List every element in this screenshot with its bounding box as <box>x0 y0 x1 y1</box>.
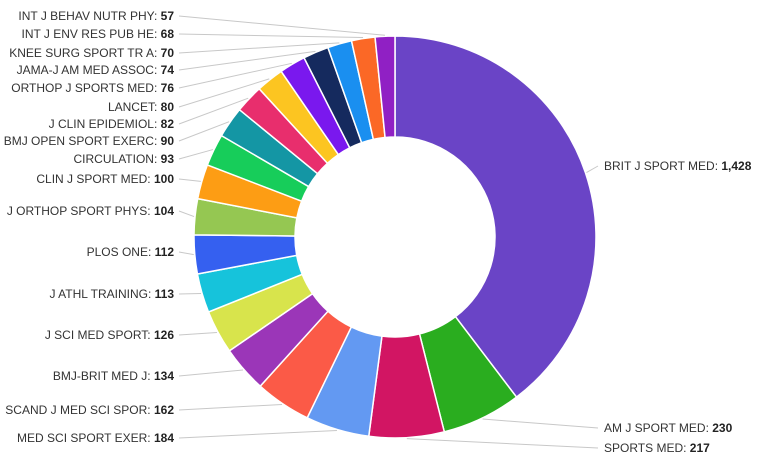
leader-line-int-j-env-res-pub-he <box>178 33 364 39</box>
leader-line-j-sci-med-sport <box>178 331 218 336</box>
label-category: BRIT J SPORT MED: <box>604 159 721 173</box>
label-plos-one: PLOS ONE: 112 <box>87 245 175 259</box>
label-sports-med: SPORTS MED: 217 <box>604 441 710 455</box>
leader-line-bmj-brit-med-j <box>178 369 244 377</box>
label-value: 112 <box>155 245 175 259</box>
label-value: 57 <box>161 9 175 23</box>
label-jama-j-am-med-assoc: JAMA-J AM MED ASSOC: 74 <box>17 63 175 77</box>
label-category: INT J ENV RES PUB HE: <box>21 27 160 41</box>
leader-line-int-j-behav-nutr-phy <box>178 15 386 36</box>
leader-line-j-clin-epidemiol <box>178 97 249 125</box>
leader-line-scand-j-med-sci-spor <box>178 403 283 411</box>
label-med-sci-sport-exer: MED SCI SPORT EXER: 184 <box>17 431 174 445</box>
leader-line-med-sci-sport-exer <box>178 429 337 439</box>
label-value: 82 <box>161 117 175 131</box>
label-value: 162 <box>154 403 174 417</box>
label-category: CLIN J SPORT MED: <box>36 172 154 186</box>
label-category: SCAND J MED SCI SPOR: <box>5 403 154 417</box>
leader-line-plos-one <box>178 251 194 256</box>
label-category: JAMA-J AM MED ASSOC: <box>17 63 161 77</box>
label-category: LANCET: <box>108 100 161 114</box>
leader-line-am-j-sport-med <box>482 418 599 429</box>
label-category: PLOS ONE: <box>87 245 155 259</box>
label-value: 100 <box>154 172 174 186</box>
label-category: KNEE SURG SPORT TR A: <box>9 46 160 60</box>
label-circulation: CIRCULATION: 93 <box>74 152 175 166</box>
label-value: 217 <box>690 441 710 455</box>
label-value: 76 <box>161 81 175 95</box>
label-value: 184 <box>154 431 174 445</box>
label-category: J ORTHOP SPORT PHYS: <box>7 204 154 218</box>
label-value: 80 <box>161 100 175 114</box>
label-category: ORTHOP J SPORTS MED: <box>11 81 160 95</box>
leader-line-orthop-j-sports-med <box>178 62 292 89</box>
leader-line-clin-j-sport-med <box>178 178 201 182</box>
leader-line-knee-surg-sport-tr-a <box>178 42 340 54</box>
label-category: SPORTS MED: <box>604 441 690 455</box>
label-value: 68 <box>161 27 175 41</box>
label-j-sci-med-sport: J SCI MED SPORT: 126 <box>45 328 174 342</box>
label-category: J SCI MED SPORT: <box>45 328 154 342</box>
leader-line-circulation <box>178 149 214 160</box>
slice-int-j-behav-nutr-phy[interactable] <box>374 35 396 139</box>
label-category: J ATHL TRAINING: <box>50 287 155 301</box>
label-value: 70 <box>161 46 175 60</box>
label-int-j-behav-nutr-phy: INT J BEHAV NUTR PHY: 57 <box>18 9 174 23</box>
label-clin-j-sport-med: CLIN J SPORT MED: 100 <box>36 172 174 186</box>
leader-line-brit-j-sport-med <box>586 165 599 174</box>
label-category: BMJ OPEN SPORT EXERC: <box>4 134 161 148</box>
leader-line-jama-j-am-med-assoc <box>178 50 316 71</box>
label-knee-surg-sport-tr-a: KNEE SURG SPORT TR A: 70 <box>9 46 174 60</box>
label-value: 126 <box>154 328 174 342</box>
label-j-athl-training: J ATHL TRAINING: 113 <box>50 287 175 301</box>
label-category: MED SCI SPORT EXER: <box>17 431 154 445</box>
label-bmj-brit-med-j: BMJ-BRIT MED J: 134 <box>53 369 174 383</box>
label-value: 230 <box>712 421 732 435</box>
label-value: 90 <box>161 134 175 148</box>
label-j-clin-epidemiol: J CLIN EPIDEMIOL: 82 <box>49 117 175 131</box>
label-category: AM J SPORT MED: <box>604 421 712 435</box>
label-int-j-env-res-pub-he: INT J ENV RES PUB HE: 68 <box>21 27 174 41</box>
label-bmj-open-sport-exerc: BMJ OPEN SPORT EXERC: 90 <box>4 134 175 148</box>
labels-group: BRIT J SPORT MED: 1,428 AM J SPORT MED: 2… <box>4 9 752 455</box>
label-orthop-j-sports-med: ORTHOP J SPORTS MED: 76 <box>11 81 174 95</box>
label-category: J CLIN EPIDEMIOL: <box>49 117 161 131</box>
label-value: 134 <box>154 369 174 383</box>
slices-group <box>193 35 597 439</box>
label-category: CIRCULATION: <box>74 152 161 166</box>
label-value: 113 <box>155 287 175 301</box>
label-value: 1,428 <box>721 159 751 173</box>
label-am-j-sport-med: AM J SPORT MED: 230 <box>604 421 733 435</box>
label-value: 93 <box>161 152 175 166</box>
label-j-orthop-sport-phys: J ORTHOP SPORT PHYS: 104 <box>7 204 175 218</box>
label-scand-j-med-sci-spor: SCAND J MED SCI SPOR: 162 <box>5 403 174 417</box>
leader-line-bmj-open-sport-exerc <box>178 121 230 142</box>
slice-brit-j-sport-med[interactable] <box>394 35 597 399</box>
leader-line-lancet <box>178 78 270 108</box>
leader-lines-group <box>178 15 599 449</box>
leader-line-j-orthop-sport-phys <box>178 210 195 218</box>
label-value: 74 <box>161 63 175 77</box>
leader-line-sports-med <box>406 438 599 449</box>
label-category: BMJ-BRIT MED J: <box>53 369 154 383</box>
label-category: INT J BEHAV NUTR PHY: <box>18 9 160 23</box>
label-brit-j-sport-med: BRIT J SPORT MED: 1,428 <box>604 159 752 173</box>
label-lancet: LANCET: 80 <box>108 100 174 114</box>
label-value: 104 <box>154 204 174 218</box>
